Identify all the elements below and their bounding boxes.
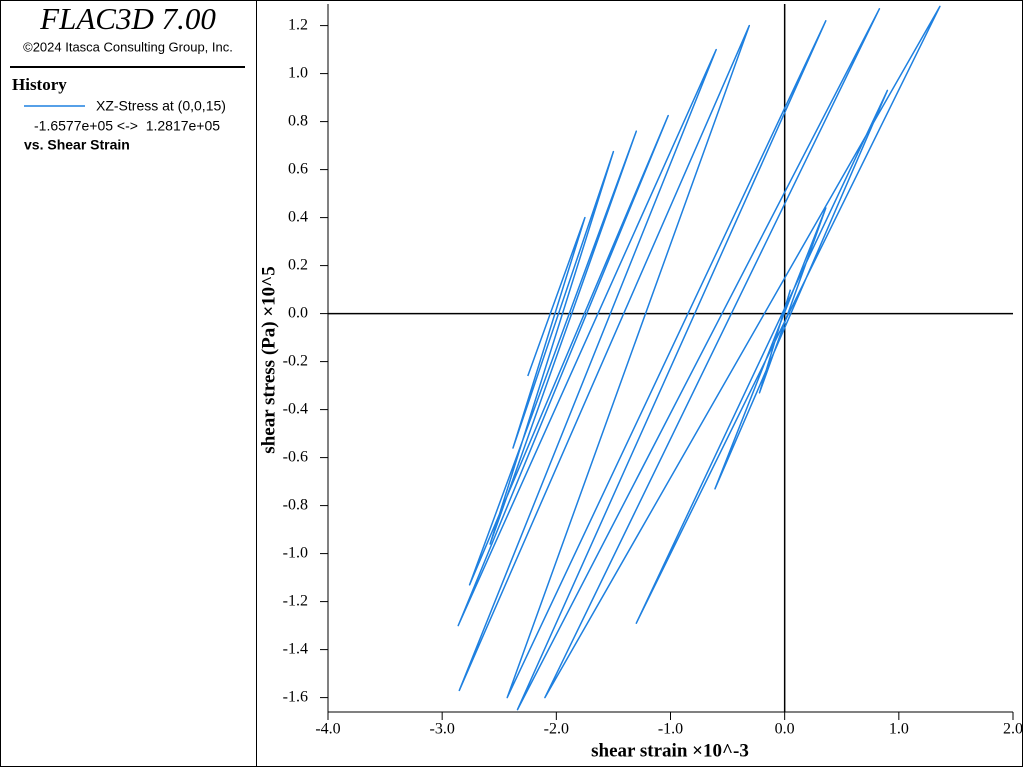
y-tick-label: -0.4 <box>283 400 308 417</box>
subtitle: ©2024 Itasca Consulting Group, Inc. <box>23 39 233 54</box>
y-tick-label: 0.0 <box>288 304 308 321</box>
x-tick-label: 2.0 <box>1003 721 1023 738</box>
legend-entry: XZ-Stress at (0,0,15) <box>96 98 226 114</box>
y-tick-label: 0.6 <box>288 160 308 177</box>
x-tick-label: 0.0 <box>775 721 795 738</box>
y-tick-label: 0.8 <box>288 112 308 129</box>
x-tick-label: -3.0 <box>430 721 455 738</box>
x-axis-label: shear strain ×10^-3 <box>591 740 749 761</box>
y-tick-label: -0.8 <box>283 496 308 513</box>
legend-range: -1.6577e+05 <-> 1.2817e+05 <box>34 118 220 134</box>
y-tick-label: 1.2 <box>288 16 308 33</box>
chart-title: FLAC3D 7.00 <box>39 1 216 36</box>
side-panel <box>0 0 257 767</box>
y-tick-label: 0.2 <box>288 256 308 273</box>
y-tick-label: -0.2 <box>283 352 308 369</box>
x-tick-label: -2.0 <box>544 721 569 738</box>
data-line <box>457 5 941 711</box>
legend-heading: History <box>12 75 67 94</box>
y-tick-label: -1.6 <box>283 688 308 705</box>
x-tick-label: 1.0 <box>889 721 909 738</box>
y-tick-label: 1.0 <box>288 64 308 81</box>
y-axis-label: shear stress (Pa) ×10^5 <box>258 266 279 453</box>
x-tick-label: -1.0 <box>658 721 683 738</box>
y-tick-label: 0.4 <box>288 208 308 225</box>
x-tick-label: -4.0 <box>315 721 340 738</box>
y-tick-label: -1.2 <box>283 592 308 609</box>
y-tick-label: -1.0 <box>283 544 308 561</box>
legend-footer: vs. Shear Strain <box>24 137 130 153</box>
y-tick-label: -1.4 <box>283 640 308 657</box>
y-tick-label: -0.6 <box>283 448 308 465</box>
